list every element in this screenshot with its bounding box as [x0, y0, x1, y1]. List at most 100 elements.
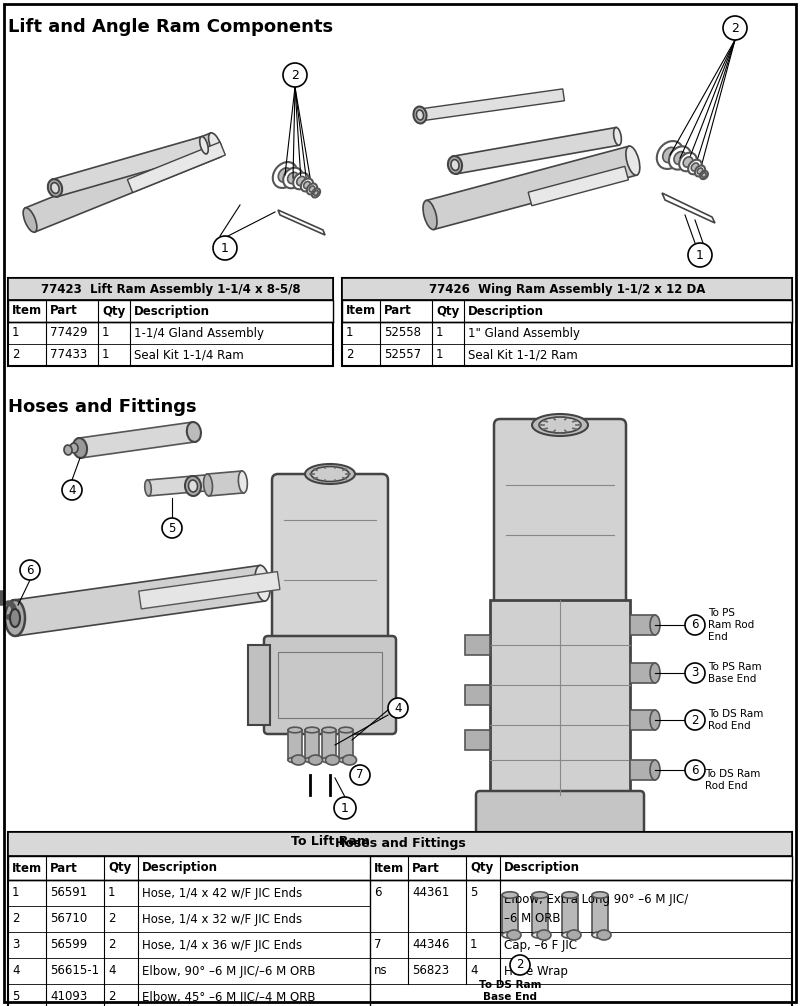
Ellipse shape: [7, 601, 22, 636]
Ellipse shape: [592, 932, 608, 939]
Circle shape: [685, 663, 705, 683]
Bar: [465, 685, 490, 705]
Ellipse shape: [311, 467, 349, 482]
Text: 52557: 52557: [384, 348, 421, 361]
Ellipse shape: [650, 710, 660, 730]
Bar: [8, 300, 333, 322]
Circle shape: [685, 615, 705, 635]
Circle shape: [283, 63, 307, 87]
Text: 1-1/4 Gland Assembly: 1-1/4 Gland Assembly: [134, 327, 264, 339]
Text: 2: 2: [346, 348, 354, 361]
Polygon shape: [502, 895, 518, 935]
Ellipse shape: [502, 891, 518, 898]
Text: Elbow, 90° –6 M JIC/–6 M ORB: Elbow, 90° –6 M JIC/–6 M ORB: [142, 965, 315, 978]
Text: 1: 1: [108, 886, 115, 899]
Text: 1: 1: [346, 327, 354, 339]
Text: 1: 1: [341, 802, 349, 815]
Ellipse shape: [674, 152, 686, 164]
Text: 56823: 56823: [412, 965, 449, 978]
Ellipse shape: [683, 157, 693, 167]
Bar: [342, 300, 792, 322]
Ellipse shape: [64, 445, 72, 455]
Bar: [8, 278, 333, 366]
Ellipse shape: [145, 480, 151, 496]
Bar: [630, 760, 655, 780]
Polygon shape: [53, 137, 206, 196]
Text: 2: 2: [12, 348, 19, 361]
Text: 2: 2: [108, 939, 115, 952]
Ellipse shape: [307, 183, 317, 194]
Text: Part: Part: [384, 305, 412, 318]
Text: Elbow, Extra Long 90° –6 M JIC/: Elbow, Extra Long 90° –6 M JIC/: [504, 893, 688, 906]
Text: 77423  Lift Ram Assembly 1-1/4 x 8-5/8: 77423 Lift Ram Assembly 1-1/4 x 8-5/8: [41, 283, 300, 296]
Bar: [465, 635, 490, 655]
Text: 56599: 56599: [50, 939, 87, 952]
Ellipse shape: [502, 932, 518, 939]
Ellipse shape: [255, 565, 270, 601]
Text: 1: 1: [102, 327, 110, 339]
Text: 3: 3: [12, 939, 19, 952]
Ellipse shape: [293, 173, 309, 189]
Text: 4: 4: [108, 965, 115, 978]
Ellipse shape: [322, 758, 336, 763]
Ellipse shape: [339, 758, 353, 763]
Text: 5: 5: [470, 886, 478, 899]
Ellipse shape: [238, 471, 247, 493]
Ellipse shape: [669, 147, 691, 170]
Ellipse shape: [691, 163, 698, 171]
Ellipse shape: [200, 137, 208, 154]
Ellipse shape: [339, 727, 353, 732]
Text: 2: 2: [12, 912, 19, 926]
Ellipse shape: [562, 932, 578, 939]
Text: Elbow, 45° –6 M JIC/–4 M ORB: Elbow, 45° –6 M JIC/–4 M ORB: [142, 991, 315, 1004]
Polygon shape: [592, 895, 608, 935]
Text: Part: Part: [412, 861, 440, 874]
Ellipse shape: [695, 166, 705, 176]
Text: Item: Item: [346, 305, 376, 318]
Ellipse shape: [562, 891, 578, 898]
Text: 1: 1: [696, 248, 704, 262]
Ellipse shape: [532, 414, 588, 436]
Polygon shape: [207, 471, 244, 496]
Text: Lift and Angle Ram Components: Lift and Angle Ram Components: [8, 18, 333, 36]
Ellipse shape: [537, 930, 551, 940]
Text: 1: 1: [436, 348, 443, 361]
Polygon shape: [305, 730, 319, 760]
Text: 2: 2: [291, 68, 299, 81]
Text: Description: Description: [142, 861, 218, 874]
Polygon shape: [25, 133, 220, 232]
Circle shape: [62, 480, 82, 500]
Ellipse shape: [283, 168, 303, 188]
Polygon shape: [127, 142, 226, 192]
Text: 56710: 56710: [50, 912, 87, 926]
Ellipse shape: [700, 171, 708, 179]
Text: 77426  Wing Ram Assembly 1-1/2 x 12 DA: 77426 Wing Ram Assembly 1-1/2 x 12 DA: [429, 283, 705, 296]
Circle shape: [688, 243, 712, 267]
Ellipse shape: [314, 190, 318, 195]
Bar: [630, 663, 655, 683]
Ellipse shape: [650, 615, 660, 635]
Text: To DS Ram
Base End: To DS Ram Base End: [478, 980, 542, 1002]
Ellipse shape: [291, 754, 306, 765]
Text: 56591: 56591: [50, 886, 87, 899]
Ellipse shape: [73, 438, 87, 458]
Text: 1" Gland Assembly: 1" Gland Assembly: [468, 327, 580, 339]
Text: Part: Part: [50, 305, 78, 318]
Ellipse shape: [532, 891, 548, 898]
Bar: [278, 652, 382, 718]
Text: Qty: Qty: [436, 305, 459, 318]
Polygon shape: [426, 146, 637, 229]
Text: 44346: 44346: [412, 939, 450, 952]
Text: Seal Kit 1-1/2 Ram: Seal Kit 1-1/2 Ram: [468, 348, 578, 361]
Circle shape: [685, 710, 705, 730]
Text: 1: 1: [221, 241, 229, 255]
Bar: [630, 710, 655, 730]
Polygon shape: [322, 730, 336, 760]
Ellipse shape: [309, 754, 322, 765]
Ellipse shape: [70, 443, 78, 453]
Text: –6 M ORB: –6 M ORB: [504, 912, 561, 926]
Ellipse shape: [304, 181, 310, 188]
Text: Cap, –6 F JIC: Cap, –6 F JIC: [504, 939, 577, 952]
Ellipse shape: [679, 153, 697, 171]
Bar: [342, 278, 792, 300]
